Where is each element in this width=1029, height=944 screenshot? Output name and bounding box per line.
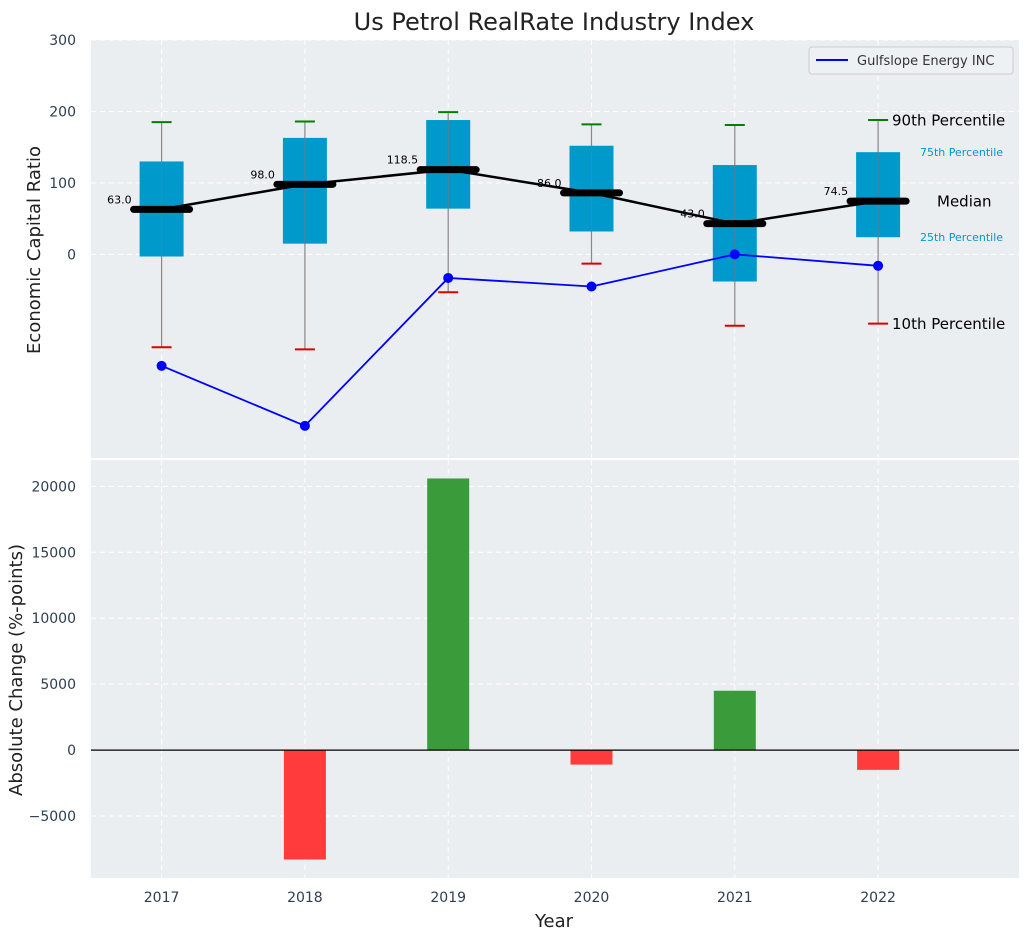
company-point [443, 272, 454, 283]
xtick-label: 2021 [717, 890, 753, 906]
median-value-label: 118.5 [387, 154, 419, 167]
annotation-p25: 25th Percentile [920, 231, 1003, 244]
bottom-plot-background [91, 460, 1019, 878]
change-bar [427, 478, 470, 751]
annotation-p75: 75th Percentile [920, 146, 1003, 159]
median-value-label: 74.5 [824, 185, 849, 198]
change-bar [570, 750, 613, 765]
xtick-label: 2018 [287, 890, 323, 906]
chart-title: Us Petrol RealRate Industry Index [354, 8, 755, 36]
median-value-label: 86.0 [537, 177, 562, 190]
legend-box [808, 46, 1014, 75]
change-bar [283, 750, 326, 860]
bottom-ytick-label: 10000 [31, 611, 76, 627]
bottom-yaxis-ticks: −5000 0 5000 10000 15000 20000 [29, 479, 76, 825]
bottom-ylabel: Absolute Change (%-points) [6, 544, 27, 796]
company-point [299, 420, 310, 431]
xaxis-ticks: 2017 2018 2019 2020 2021 2022 [144, 890, 896, 906]
bottom-ytick-label: −5000 [29, 809, 76, 825]
change-bar [857, 750, 900, 770]
median-lines: 63.0 98.0 118.5 86.0 43.0 74.5 [107, 154, 910, 228]
company-series [156, 249, 884, 431]
median-value-label: 43.0 [680, 208, 705, 221]
company-point [156, 360, 167, 371]
company-point [586, 281, 597, 292]
change-bar [713, 690, 756, 751]
company-line [161, 253, 879, 427]
median-trend-line [161, 168, 879, 225]
top-yaxis-ticks: 0 100 200 300 [49, 33, 76, 263]
bottom-ytick-label: 0 [67, 743, 76, 759]
company-point [873, 260, 884, 271]
annotation-p10: 10th Percentile [892, 315, 1005, 333]
top-ytick-label: 200 [49, 104, 76, 120]
xtick-label: 2017 [144, 890, 180, 906]
xtick-label: 2022 [860, 890, 896, 906]
xlabel: Year [534, 911, 574, 932]
annotation-p90: 90th Percentile [892, 111, 1005, 129]
annotation-median: Median [937, 192, 992, 210]
change-bars [283, 478, 900, 860]
legend: Gulfslope Energy INC [808, 46, 1014, 75]
bottom-ytick-label: 5000 [40, 677, 76, 693]
top-ytick-label: 0 [67, 247, 76, 263]
xtick-label: 2019 [430, 890, 466, 906]
bottom-ytick-label: 15000 [31, 545, 76, 561]
company-point [729, 249, 740, 260]
median-value-label: 63.0 [107, 193, 132, 206]
top-ylabel: Economic Capital Ratio [24, 146, 45, 354]
xtick-label: 2020 [574, 890, 610, 906]
legend-label: Gulfslope Energy INC [857, 54, 995, 69]
median-value-label: 98.0 [250, 168, 275, 181]
bottom-ytick-label: 20000 [31, 479, 76, 495]
top-plot-background [91, 40, 1019, 458]
top-ytick-label: 100 [49, 176, 76, 192]
percentile-annotations: 90th Percentile 75th Percentile Median 25th… [892, 111, 1005, 333]
top-ytick-label: 300 [49, 33, 76, 49]
